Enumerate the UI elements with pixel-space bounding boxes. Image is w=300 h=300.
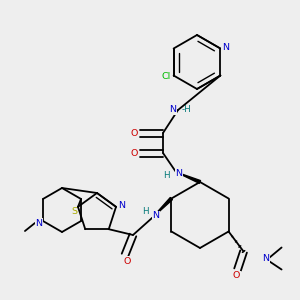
Text: -H: -H [181, 106, 191, 115]
Text: N: N [222, 43, 229, 52]
Text: H: H [163, 172, 169, 181]
Polygon shape [152, 197, 172, 218]
Text: N: N [262, 254, 269, 263]
Text: S: S [71, 207, 77, 216]
Text: Cl: Cl [162, 72, 171, 81]
Text: O: O [130, 148, 138, 158]
Text: N: N [35, 218, 42, 227]
Text: N: N [152, 212, 160, 220]
Text: H: H [142, 208, 148, 217]
Text: N: N [176, 169, 182, 178]
Text: N: N [118, 201, 125, 210]
Text: O: O [123, 256, 131, 266]
Text: O: O [233, 271, 240, 280]
Polygon shape [176, 172, 201, 183]
Text: O: O [130, 128, 138, 137]
Text: N: N [169, 106, 176, 115]
